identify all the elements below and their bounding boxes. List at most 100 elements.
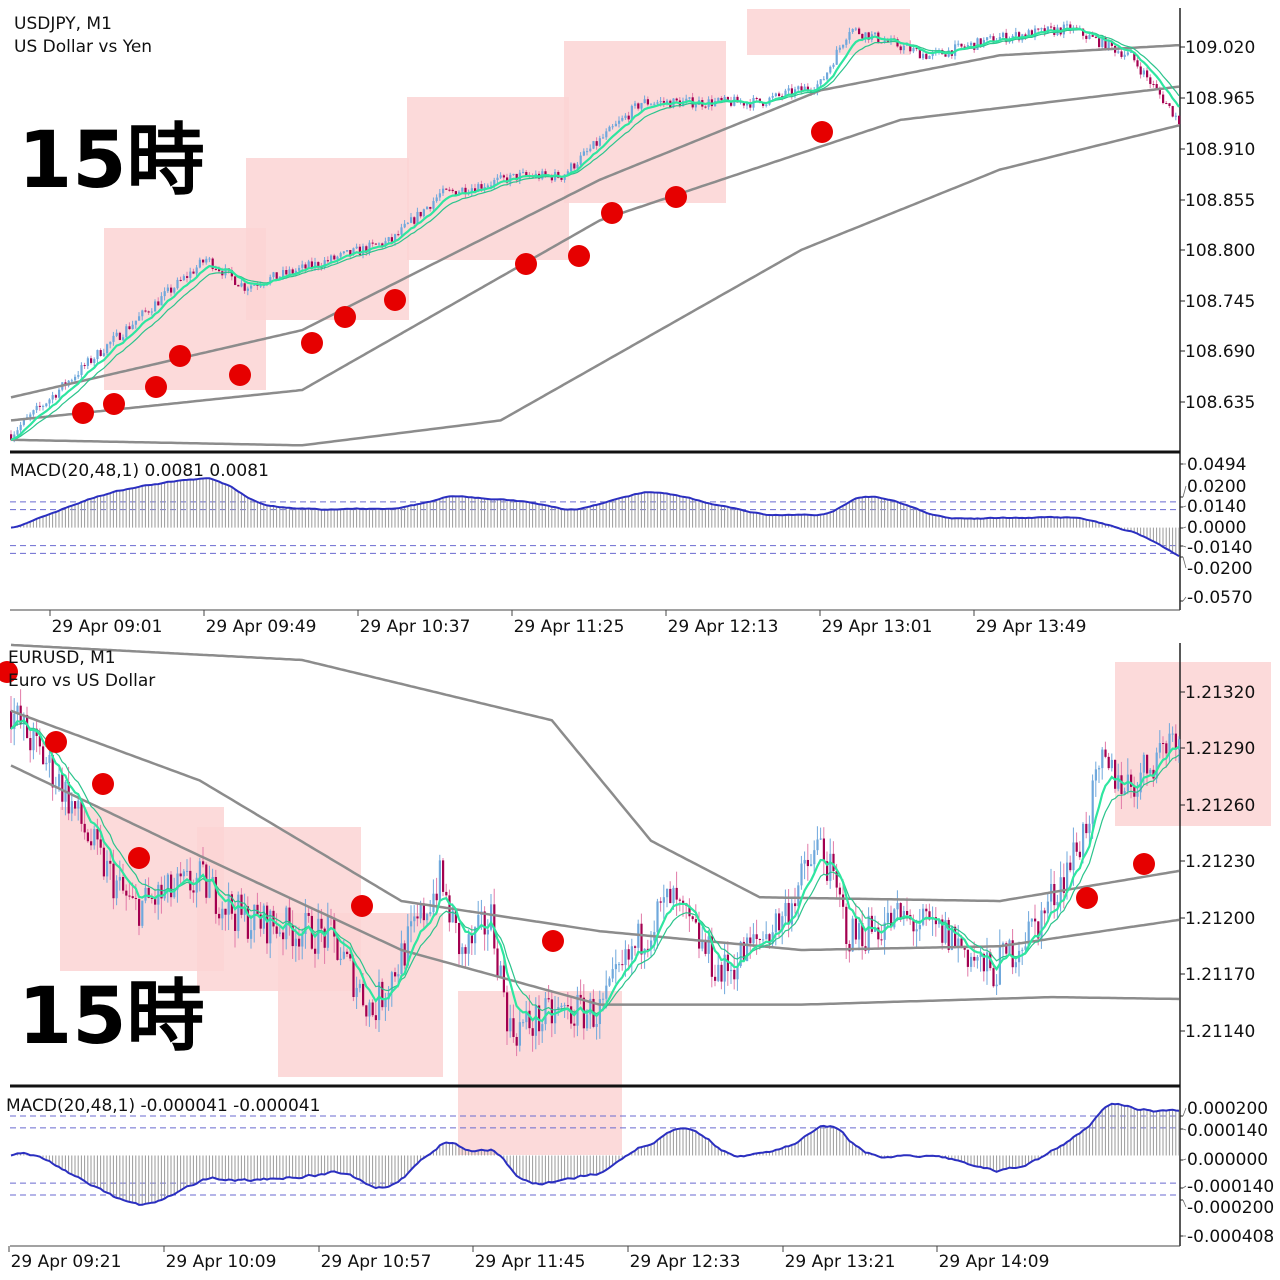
candle-down [1082, 28, 1085, 36]
candle-up [563, 1005, 566, 1007]
macd-histogram [13, 1103, 1180, 1205]
candle-down [822, 838, 825, 862]
candle-down [1149, 77, 1152, 85]
candle-down [1178, 115, 1181, 125]
candle-down [1162, 94, 1165, 104]
candle-down [1037, 921, 1040, 939]
signal-dot [0, 661, 18, 683]
candle-up [835, 49, 838, 65]
candle-up [1110, 759, 1113, 769]
candle-down [256, 284, 259, 286]
candle-up [48, 399, 51, 404]
candle-up [397, 974, 400, 977]
candle-down [128, 326, 131, 330]
price-label: 108.690 [1185, 342, 1255, 362]
candle-up [624, 115, 627, 119]
candle-down [925, 908, 928, 912]
candle-up [19, 424, 22, 431]
candle-down [870, 915, 873, 932]
price-label: 108.635 [1185, 393, 1255, 413]
candle-down [397, 234, 400, 236]
candle-up [1171, 733, 1174, 735]
candle-up [845, 39, 848, 45]
candle-up [765, 104, 768, 106]
candle-up [970, 42, 973, 46]
candle-down [912, 919, 915, 932]
candle-up [429, 912, 432, 915]
candle-up [1002, 943, 1005, 946]
candle-down [1104, 37, 1107, 50]
time-label: 29 Apr 12:33 [630, 1252, 741, 1272]
candle-up [995, 984, 998, 987]
candle-up [518, 1022, 521, 1046]
candle-up [848, 32, 851, 40]
candle-down [778, 93, 781, 96]
candle-up [586, 151, 589, 153]
candle-down [288, 907, 291, 926]
candle-up [1030, 918, 1033, 922]
candle-down [595, 141, 598, 146]
candle-down [365, 246, 368, 253]
candle-up [1024, 946, 1027, 950]
candle-up [774, 93, 777, 97]
candle-up [195, 267, 198, 274]
candle-up [874, 927, 877, 932]
candle-up [986, 952, 989, 972]
candle-up [803, 859, 806, 864]
candle-up [112, 335, 115, 342]
candle-down [454, 910, 457, 923]
candle-down [144, 310, 147, 312]
candle-down [794, 903, 797, 907]
candle-down [86, 832, 89, 842]
candle-up [522, 1022, 525, 1024]
candle-up [269, 910, 272, 944]
candle-down [381, 243, 384, 247]
candle-down [1152, 84, 1155, 86]
candle-down [621, 964, 624, 966]
candle-down [1120, 775, 1123, 795]
candle-up [525, 1010, 528, 1023]
candle-down [947, 919, 950, 950]
candle-down [675, 98, 678, 101]
candle-up [1101, 37, 1104, 47]
candle-down [1094, 36, 1097, 38]
symbol-description: US Dollar vs Yen [14, 37, 152, 57]
candle-down [326, 260, 329, 262]
candle-down [109, 860, 112, 864]
candle-up [298, 267, 301, 271]
candle-down [1114, 759, 1117, 789]
candle-up [42, 406, 45, 408]
candle-down [896, 39, 899, 47]
macd-label: 0.000000 [1187, 1150, 1268, 1170]
candle-down [1069, 862, 1072, 871]
candle-up [470, 188, 473, 193]
candle-up [582, 151, 585, 156]
candle-up [614, 123, 617, 127]
candle-up [1123, 791, 1126, 795]
candle-up [858, 923, 861, 940]
candle-up [182, 276, 185, 281]
signal-dot [1133, 853, 1155, 875]
candle-down [10, 710, 13, 730]
candle-down [42, 746, 45, 765]
candle-down [29, 738, 32, 751]
candle-up [339, 253, 342, 257]
candle-up [1056, 901, 1059, 906]
candle-down [867, 32, 870, 40]
candle-down [394, 972, 397, 977]
candle-down [320, 918, 323, 929]
candle-up [426, 914, 429, 921]
candle-up [493, 180, 496, 186]
candle-up [986, 37, 989, 41]
candle-up [384, 999, 387, 1008]
candle-up [1136, 792, 1139, 797]
candle-down [1146, 754, 1149, 774]
candle-up [851, 918, 854, 952]
candle-down [371, 1002, 374, 1016]
candle-up [435, 197, 438, 202]
candle-down [349, 954, 352, 959]
signal-dot [601, 202, 623, 224]
usdjpy-chart[interactable]: 109.020 108.965 108.910 108.855 108.800 108.7… [10, 8, 1255, 637]
eurusd-chart[interactable]: 1.21320 1.21290 1.21260 1.21230 1.21200 1.211… [8, 643, 1274, 1272]
